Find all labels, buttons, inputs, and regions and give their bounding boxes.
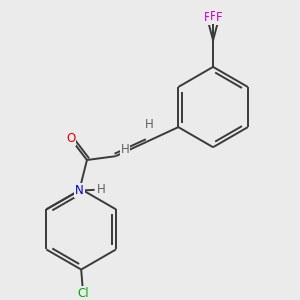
Text: F: F — [204, 11, 210, 24]
Text: O: O — [66, 133, 76, 146]
Text: H: H — [145, 118, 153, 131]
Text: Cl: Cl — [77, 287, 89, 300]
Text: F: F — [210, 10, 216, 23]
Text: H: H — [97, 183, 106, 196]
Text: F: F — [216, 11, 223, 24]
Text: N: N — [75, 184, 84, 197]
Text: H: H — [121, 143, 130, 156]
